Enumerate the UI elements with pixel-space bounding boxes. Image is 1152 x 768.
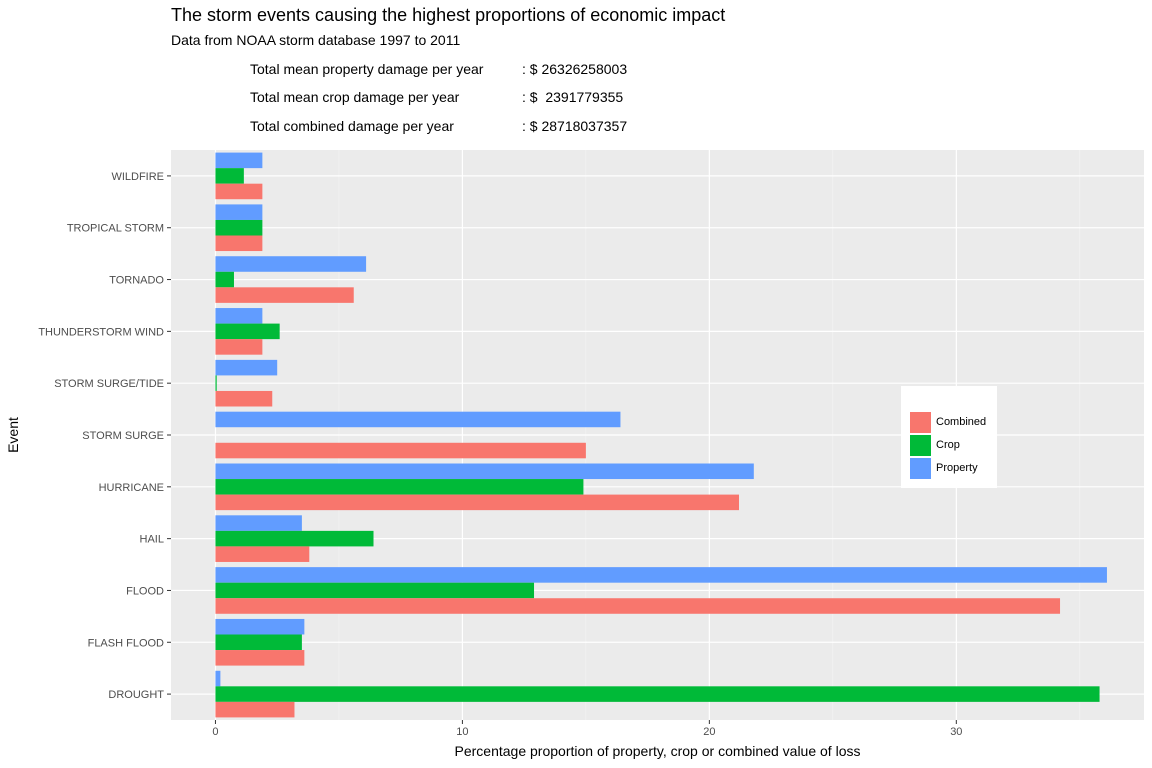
y-axis-title: Event [5, 417, 21, 453]
bar-combined-flash-flood [215, 650, 305, 666]
x-tick-label: 0 [212, 726, 218, 738]
bar-combined-tornado [215, 287, 354, 303]
bar-combined-hurricane [215, 494, 739, 511]
bar-combined-storm-surge [215, 442, 586, 459]
x-tick-label: 30 [950, 726, 962, 738]
chart-title: The storm events causing the highest pro… [171, 5, 726, 25]
bar-property-drought [215, 670, 221, 687]
y-tick-label-flood: FLOOD [126, 585, 164, 597]
y-tick-label-storm-surge-tide: STORM SURGE/TIDE [54, 378, 164, 390]
stat-label-combined: Total combined damage per year [250, 118, 454, 134]
stat-label-property: Total mean property damage per year [250, 61, 484, 77]
stat-value-crop: : $ 2391779355 [522, 89, 624, 105]
y-tick-label-wildfire: WILDFIRE [111, 171, 164, 183]
bar-crop-flood [215, 582, 535, 599]
bar-combined-drought [215, 701, 295, 718]
bar-crop-tropical-storm [215, 219, 263, 236]
y-tick-label-tropical-storm: TROPICAL STORM [67, 223, 164, 235]
x-tick-label: 20 [703, 726, 715, 738]
bar-crop-tornado [215, 271, 234, 288]
bar-property-storm-surge [215, 411, 621, 428]
y-tick-label-hurricane: HURRICANE [99, 482, 164, 494]
bar-property-tornado [215, 256, 367, 272]
stat-value-property: : $ 26326258003 [522, 61, 628, 77]
bar-combined-wildfire [215, 183, 263, 200]
stat-label-crop: Total mean crop damage per year [250, 89, 460, 105]
bar-property-flood [215, 567, 1107, 583]
legend-key-combined [910, 412, 931, 433]
legend: Combined Crop Property [901, 386, 997, 488]
x-tick-label: 10 [456, 726, 468, 738]
y-tick-label-flash-flood: FLASH FLOOD [88, 637, 164, 649]
bar-combined-hail [215, 546, 310, 562]
y-tick-label-hail: HAIL [140, 534, 164, 546]
bar-property-tropical-storm [215, 204, 263, 220]
bar-crop-thunderstorm-wind [215, 323, 280, 340]
bar-property-wildfire [215, 152, 263, 169]
bar-crop-drought [215, 686, 1100, 702]
legend-key-property [910, 458, 931, 479]
legend-label-property: Property [936, 462, 978, 474]
y-tick-label-drought: DROUGHT [108, 689, 164, 701]
bar-property-storm-surge-tide [215, 359, 278, 376]
bar-crop-storm-surge-tide [215, 375, 217, 391]
bar-combined-tropical-storm [215, 235, 263, 252]
legend-key-crop [910, 435, 931, 456]
bar-crop-hail [215, 530, 374, 547]
legend-label-combined: Combined [936, 416, 987, 428]
bar-property-hail [215, 515, 302, 531]
bar-property-flash-flood [215, 618, 305, 635]
y-tick-label-storm-surge: STORM SURGE [82, 430, 164, 442]
bar-crop-hurricane [215, 479, 584, 495]
bar-combined-flood [215, 598, 1061, 614]
y-tick-label-tornado: TORNADO [109, 275, 164, 287]
bar-combined-thunderstorm-wind [215, 339, 263, 355]
bar-combined-storm-surge-tide [215, 390, 273, 407]
stat-value-combined: : $ 28718037357 [522, 118, 628, 134]
bar-crop-wildfire [215, 168, 244, 184]
legend-label-crop: Crop [936, 439, 960, 451]
y-tick-label-thunderstorm-wind: THUNDERSTORM WIND [38, 326, 164, 338]
bar-property-hurricane [215, 463, 754, 480]
x-axis-title: Percentage proportion of property, crop … [455, 743, 861, 759]
chart-subtitle: Data from NOAA storm database 1997 to 20… [171, 32, 461, 48]
bar-crop-flash-flood [215, 634, 302, 651]
bar-property-thunderstorm-wind [215, 308, 263, 324]
